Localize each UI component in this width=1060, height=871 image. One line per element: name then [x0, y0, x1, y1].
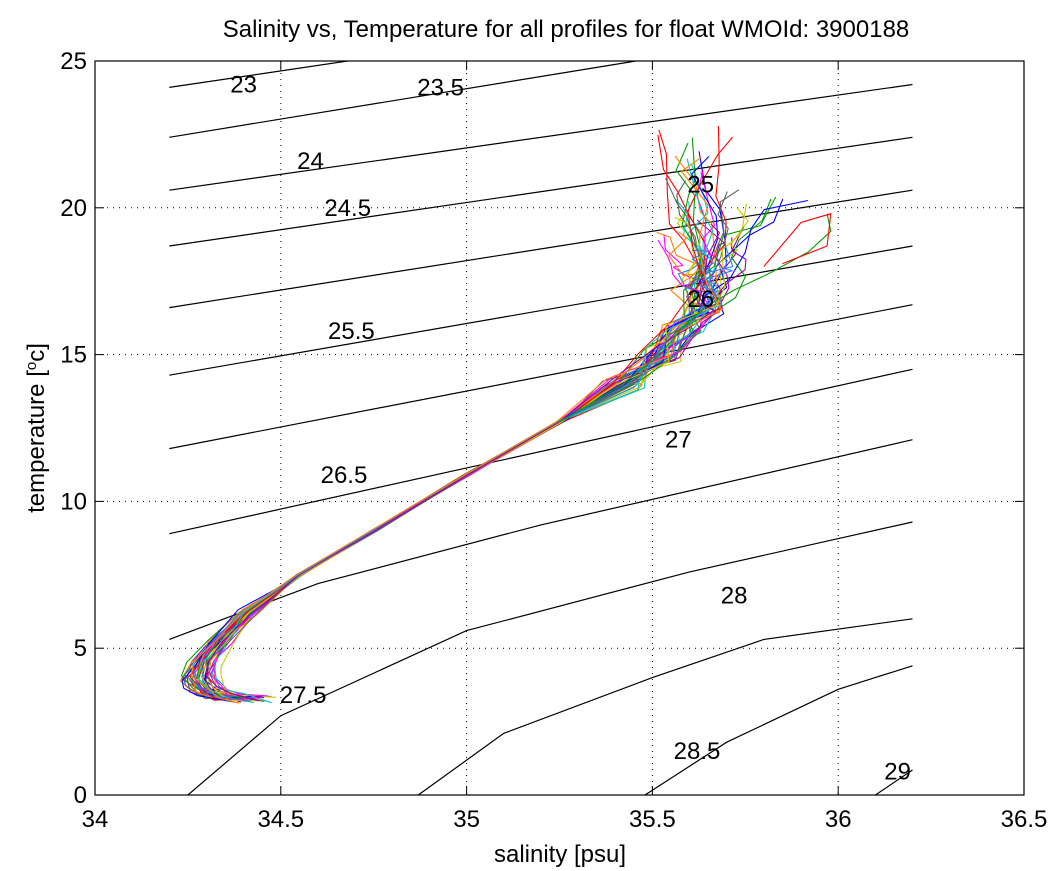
density-contour-line — [417, 618, 913, 795]
x-tick-label: 34.5 — [257, 806, 304, 833]
y-tick-label: 25 — [60, 48, 87, 75]
x-tick-label: 36 — [825, 806, 852, 833]
density-contour-label: 29 — [884, 759, 911, 786]
density-contour-line — [169, 368, 913, 535]
plot-area — [95, 61, 1024, 795]
density-contour-line — [169, 61, 352, 88]
x-axis-label: salinity [psu] — [494, 841, 626, 868]
y-axis-label-main: temperature [ — [23, 370, 50, 513]
density-contour-label: 24 — [297, 148, 324, 175]
density-contour-label: 28.5 — [674, 738, 721, 765]
x-tick-label: 35 — [453, 806, 480, 833]
grid-lines — [95, 61, 1024, 795]
density-contour-label: 26.5 — [321, 462, 368, 489]
y-tick-label: 10 — [60, 488, 87, 515]
profile-line — [763, 212, 832, 267]
density-contour-label: 24.5 — [324, 195, 371, 222]
y-tick-labels: 0 5 10 15 20 25 — [60, 48, 87, 809]
y-tick-label: 20 — [60, 195, 87, 222]
x-tick-labels: 34 34.5 35 35.5 36 36.5 — [82, 806, 1048, 833]
density-contour-label: 27 — [665, 427, 692, 454]
density-contour-label: 28 — [721, 582, 748, 609]
profile-line — [208, 203, 748, 702]
float-profiles — [179, 126, 832, 704]
y-axis-label-end: c] — [23, 343, 50, 362]
density-contour-line — [187, 521, 913, 795]
x-tick-label: 34 — [82, 806, 109, 833]
profile-line — [192, 245, 734, 702]
density-contour-line — [169, 61, 640, 138]
y-tick-label: 15 — [60, 342, 87, 369]
y-tick-label: 5 — [74, 635, 87, 662]
y-axis-label: temperature [oc] — [23, 343, 51, 513]
profile-line — [559, 213, 832, 423]
density-contour-label: 25.5 — [328, 318, 375, 345]
chart-title: Salinity vs, Temperature for all profile… — [223, 16, 910, 43]
plot-frame — [94, 60, 1025, 796]
profile-line — [205, 223, 720, 702]
density-contour-line — [644, 665, 913, 795]
density-contour-line — [875, 769, 913, 795]
density-contour-line — [169, 189, 913, 309]
density-contour-label: 27.5 — [280, 682, 327, 709]
x-tick-label: 36.5 — [1001, 806, 1048, 833]
x-tick-label: 35.5 — [629, 806, 676, 833]
axis-ticks — [94, 60, 1025, 796]
density-contour-label: 25 — [687, 171, 714, 198]
y-tick-label: 0 — [74, 782, 87, 809]
density-contour-label: 23.5 — [417, 74, 464, 101]
profile-line — [190, 156, 723, 704]
density-contour-line — [169, 245, 913, 376]
density-contour-line — [169, 136, 913, 247]
density-contour-line — [169, 83, 913, 191]
density-contour-label: 23 — [230, 71, 257, 98]
y-axis-label-superscript: o — [23, 362, 40, 370]
density-contour-line — [169, 304, 913, 450]
density-contour-label: 26 — [687, 286, 714, 313]
